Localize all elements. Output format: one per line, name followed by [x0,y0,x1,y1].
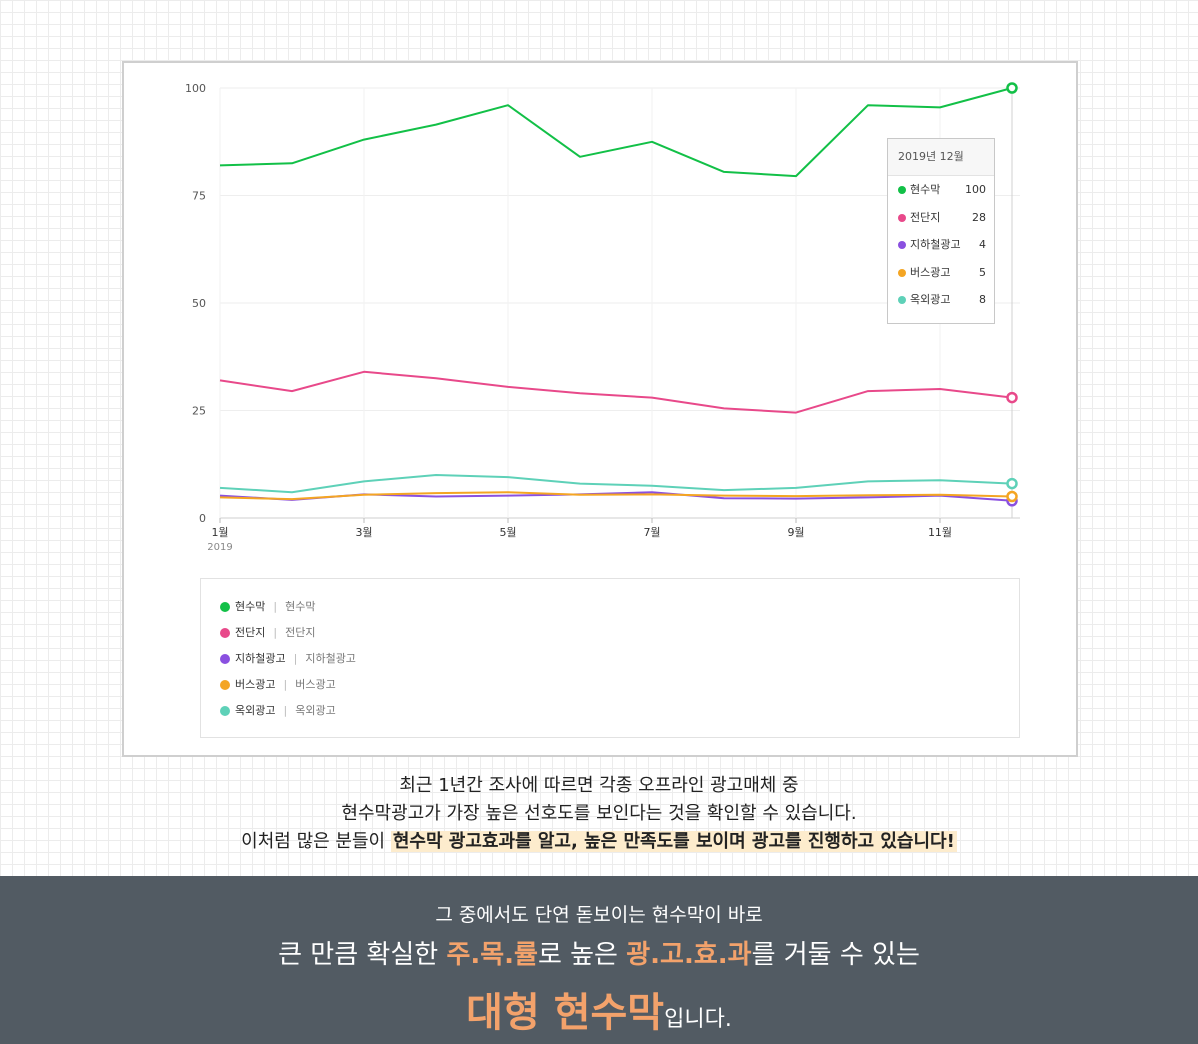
series-line [219,474,1013,494]
legend-sublabel: 지하철광고 [305,652,356,665]
tooltip-row: 버스광고 5 [888,259,994,287]
caption-text: 최근 1년간 조사에 따르면 각종 오프라인 광고매체 중 현수막광고가 가장 … [0,772,1198,856]
tooltip-dot [898,186,906,194]
legend-sublabel: 버스광고 [295,678,336,691]
legend-separator: | [283,704,288,717]
legend-item[interactable]: 옥외광고 | 옥외광고 [201,698,1019,724]
legend-dot [220,628,230,638]
x-tick-label: 1월 [211,526,228,539]
tooltip-value: 5 [979,265,986,279]
legend-item[interactable]: 지하철광고 | 지하철광고 [201,646,1019,672]
legend-sublabel: 현수막 [285,600,316,613]
legend-dot [220,706,230,716]
legend-dot [220,654,230,664]
tooltip-row: 옥외광고 8 [888,286,994,314]
tooltip-value: 4 [979,238,986,251]
tooltip-dot [898,241,906,249]
promo-banner: 그 중에서도 단연 돋보이는 현수막이 바로 큰 만큼 확실한 주.목.률로 높… [0,876,1198,1044]
tooltip-series-name: 지하철광고 [910,238,961,251]
y-tick-label: 100 [185,82,206,95]
legend-item[interactable]: 현수막 | 현수막 [201,594,1019,620]
tooltip-row: 전단지 28 [888,204,994,232]
legend-label: 현수막 [235,600,266,613]
caption-highlight: 현수막 광고효과를 알고, 높은 만족도를 보이며 광고를 진행하고 있습니다! [390,831,957,852]
legend-label: 옥외광고 [235,704,276,717]
tooltip-series-name: 버스광고 [910,265,951,279]
tooltip-dot [898,268,906,277]
y-tick-label: 75 [192,190,206,203]
legend-sublabel: 전단지 [285,626,316,639]
tooltip-series-name: 전단지 [910,210,941,224]
chart-legend: 현수막 | 현수막 전단지 | 전단지 지하철광고 | 지하철광고 버스광고 | 버스광고 옥외… [200,578,1020,738]
x-tick-label: 7월 [643,526,660,539]
chart-card: 0 25 50 75 100 1월 3월 5월 7월 9월 11월 2019 2019년 12월 현수… [122,61,1078,757]
tooltip-dot [898,213,906,222]
banner-accent: 주.목.률 [446,940,538,970]
caption-line-2: 현수막광고가 가장 높은 선호도를 보인다는 것을 확인할 수 있습니다. [341,803,857,824]
tooltip-value: 28 [972,210,986,224]
series-line [219,87,1013,178]
caption-line-1: 최근 1년간 조사에 따르면 각종 오프라인 광고매체 중 [399,775,799,796]
tooltip-dot [898,296,906,304]
legend-label: 버스광고 [235,678,276,691]
x-tick-label: 11월 [928,526,952,539]
x-tick-label: 5월 [499,526,516,539]
tooltip-series-name: 현수막 [910,183,941,196]
legend-dot [220,602,230,612]
series-line [219,491,1013,501]
tooltip-row: 현수막 100 [888,176,994,204]
banner-text: 큰 만큼 확실한 [278,940,447,970]
legend-dot [220,680,230,690]
banner-text: 를 거둘 수 있는 [751,940,920,970]
caption-line-3: 이처럼 많은 분들이 현수막 광고효과를 알고, 높은 만족도를 보이며 광고를… [0,828,1198,856]
y-tick-label: 0 [199,512,206,525]
data-point-marker [1006,391,1018,404]
caption-line-3-text: 이처럼 많은 분들이 [241,831,391,852]
banner-line-2: 큰 만큼 확실한 주.목.률로 높은 광.고.효.과를 거둘 수 있는 [0,934,1198,971]
tooltip-row: 지하철광고 4 [888,231,994,259]
tooltip-value: 8 [979,293,986,306]
data-point-marker [1006,490,1018,503]
series-line [219,370,1013,414]
legend-label: 지하철광고 [235,652,286,665]
legend-separator: | [283,678,288,691]
data-point-marker [1006,82,1018,94]
tooltip-series-name: 옥외광고 [910,293,951,306]
x-year-label: 2019 [207,542,232,553]
x-tick-label: 9월 [787,526,804,539]
legend-item[interactable]: 전단지 | 전단지 [201,620,1019,646]
chart-tooltip: 2019년 12월 현수막 100 전단지 28 지하철광고 4 버스광고 5 … [887,138,995,324]
y-tick-label: 25 [192,405,206,418]
y-tick-label: 50 [192,297,206,310]
legend-label: 전단지 [235,626,266,639]
banner-line-1: 그 중에서도 단연 돋보이는 현수막이 바로 [435,904,763,926]
banner-line-3: 대형 현수막입니다. [0,980,1198,1038]
banner-text: 로 높은 [537,940,627,970]
tooltip-title: 2019년 12월 [888,139,994,176]
x-tick-label: 3월 [355,526,372,539]
legend-separator: | [273,626,278,639]
data-point-marker [1006,477,1018,490]
tooltip-value: 100 [965,183,986,196]
banner-accent: 광.고.효.과 [626,940,752,970]
legend-separator: | [273,600,278,613]
legend-sublabel: 옥외광고 [295,704,336,717]
legend-separator: | [293,652,298,665]
banner-headline-suffix: 입니다. [664,1007,732,1032]
banner-headline: 대형 현수막 [466,990,665,1036]
legend-item[interactable]: 버스광고 | 버스광고 [201,672,1019,698]
